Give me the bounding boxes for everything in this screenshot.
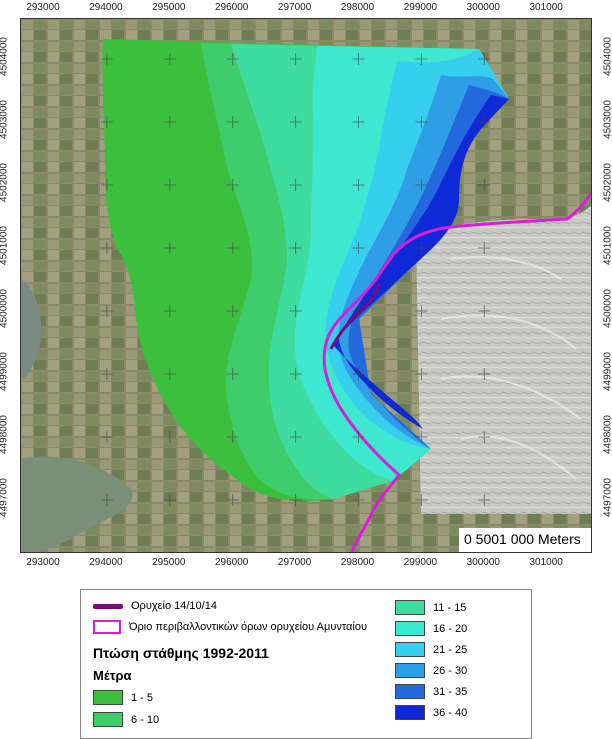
legend-class-item: 36 - 40 — [395, 705, 467, 720]
legend-subtitle: Μέτρα — [93, 668, 132, 683]
mine-line-swatch — [93, 603, 123, 609]
x-tick-label-top: 294000 — [89, 2, 123, 13]
legend-title: Πτώση στάθμης 1992-2011 — [93, 645, 269, 661]
legend-class-item: 21 - 25 — [395, 642, 467, 657]
x-tick-label-top: 297000 — [277, 2, 312, 13]
drawdown-zones — [102, 39, 509, 501]
x-tick-label-bottom: 298000 — [340, 557, 375, 568]
boundary-swatch — [93, 620, 121, 634]
legend-class-label: 36 - 40 — [433, 706, 468, 719]
x-tick-label-bottom: 296000 — [215, 557, 249, 568]
legend-class-swatch — [395, 621, 425, 636]
legend-boundary-label: Όριο περιβαλλοντικών όρων ορυχείου Αμυντ… — [129, 621, 367, 633]
y-tick-label-right: 4499000 — [602, 352, 612, 391]
grid-crosses — [100, 53, 491, 506]
x-tick-label-top: 301000 — [529, 2, 563, 13]
legend-class-label: 6 - 10 — [131, 713, 160, 726]
legend-class-label: 11 - 15 — [433, 601, 467, 614]
legend-class-swatch — [395, 684, 425, 699]
legend-class-swatch — [93, 690, 123, 705]
map-canvas — [21, 19, 591, 552]
y-tick-label-left: 4497000 — [0, 478, 10, 517]
legend-class-item: 31 - 35 — [395, 684, 467, 699]
y-tick-label-right: 4501000 — [602, 226, 612, 265]
x-tick-label-bottom: 293000 — [26, 557, 60, 568]
legend-class-item: 6 - 10 — [93, 712, 159, 727]
x-tick-label-top: 300000 — [466, 2, 500, 13]
x-tick-label-top: 295000 — [152, 2, 186, 13]
open-pit-mine — [416, 205, 591, 514]
scale-bar: 0 5001 000 Meters — [459, 528, 591, 552]
legend-boundary: Όριο περιβαλλοντικών όρων ορυχείου Αμυντ… — [93, 620, 367, 634]
x-tick-label-bottom: 295000 — [152, 557, 186, 568]
y-tick-label-right: 4502000 — [602, 163, 612, 202]
y-tick-label-right: 4504000 — [602, 37, 612, 76]
x-tick-label-bottom: 297000 — [277, 557, 312, 568]
x-tick-label-top: 298000 — [340, 2, 375, 13]
legend-class-swatch — [93, 712, 123, 727]
legend-class-label: 21 - 25 — [433, 643, 468, 656]
scale-bar-label: 0 5001 000 Meters — [464, 531, 581, 547]
legend-class-item: 11 - 15 — [395, 600, 466, 615]
x-tick-label-bottom: 299000 — [403, 557, 438, 568]
legend-mine-line: Ορυχείο 14/10/14 — [93, 600, 217, 612]
legend-class-label: 1 - 5 — [131, 691, 154, 704]
legend: Ορυχείο 14/10/14 Όριο περιβαλλοντικών όρ… — [80, 589, 532, 739]
mine-terraces — [440, 256, 582, 480]
y-tick-label-left: 4502000 — [0, 163, 10, 202]
map-frame[interactable]: 0 5001 000 Meters — [20, 18, 592, 553]
legend-class-item: 1 - 5 — [93, 690, 153, 705]
legend-class-label: 16 - 20 — [433, 622, 468, 635]
legend-class-item: 26 - 30 — [395, 663, 467, 678]
legend-class-swatch — [395, 600, 425, 615]
y-tick-label-right: 4500000 — [602, 289, 612, 328]
y-tick-label-left: 4504000 — [0, 37, 10, 76]
y-tick-label-left: 4499000 — [0, 352, 10, 391]
x-tick-label-bottom: 294000 — [89, 557, 123, 568]
legend-class-item: 16 - 20 — [395, 621, 467, 636]
lake-west — [21, 279, 42, 379]
env-boundary-line — [322, 191, 591, 552]
y-tick-label-right: 4503000 — [602, 100, 612, 139]
y-tick-label-left: 4503000 — [0, 100, 10, 139]
legend-class-label: 26 - 30 — [433, 664, 468, 677]
y-tick-label-left: 4498000 — [0, 415, 10, 454]
legend-class-swatch — [395, 663, 425, 678]
y-tick-label-left: 4500000 — [0, 289, 10, 328]
x-tick-label-top: 296000 — [215, 2, 249, 13]
x-tick-label-bottom: 301000 — [529, 557, 563, 568]
x-tick-label-bottom: 300000 — [466, 557, 500, 568]
legend-mine-line-label: Ορυχείο 14/10/14 — [131, 600, 217, 612]
legend-class-label: 31 - 35 — [433, 685, 468, 698]
x-tick-label-top: 299000 — [403, 2, 438, 13]
lake — [21, 456, 133, 552]
y-tick-label-right: 4497000 — [602, 478, 612, 517]
mine-line — [329, 282, 381, 350]
y-tick-label-left: 4501000 — [0, 226, 10, 265]
legend-class-swatch — [395, 642, 425, 657]
y-tick-label-right: 4498000 — [602, 415, 612, 454]
legend-class-swatch — [395, 705, 425, 720]
x-tick-label-top: 293000 — [26, 2, 60, 13]
